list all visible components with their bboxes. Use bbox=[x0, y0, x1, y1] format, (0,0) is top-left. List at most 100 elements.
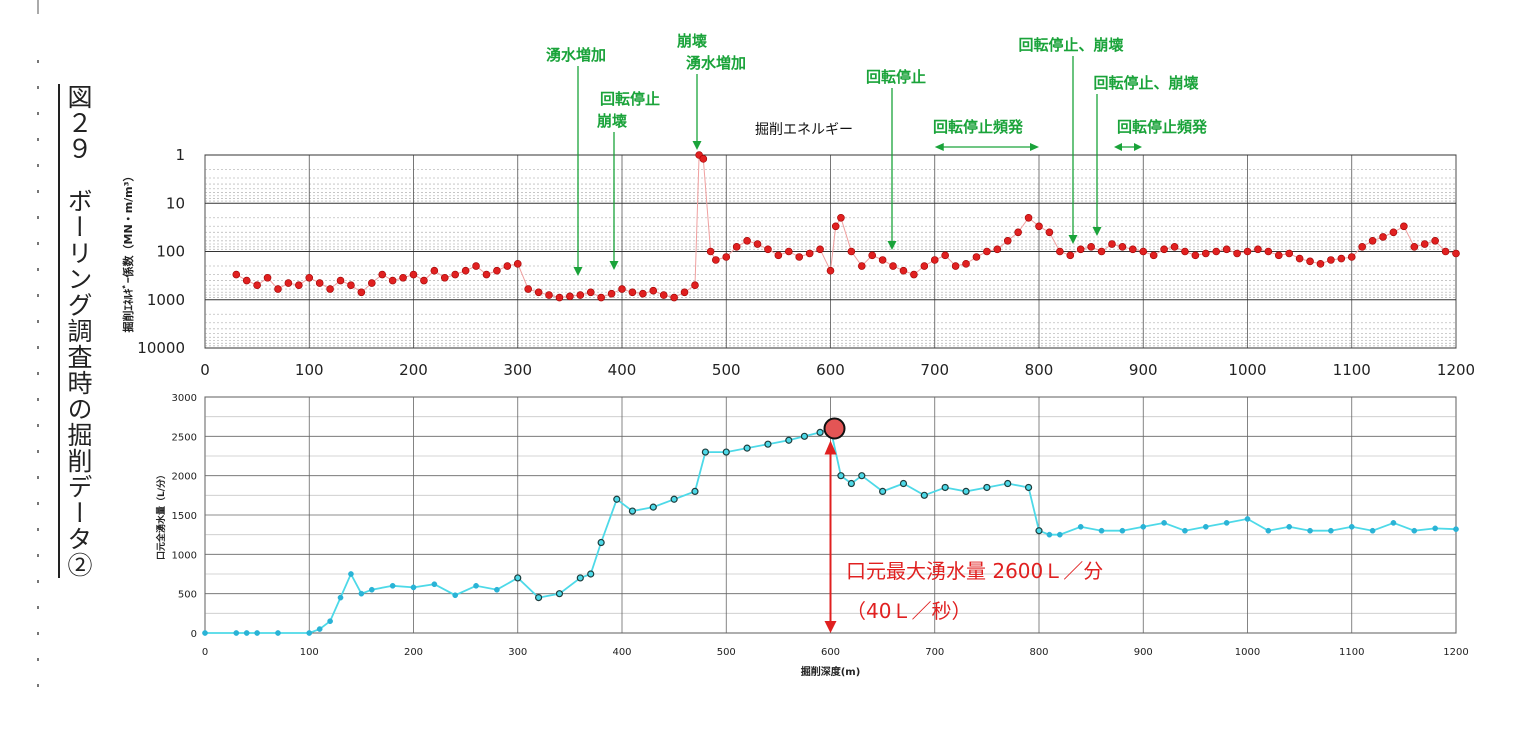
energy-point bbox=[795, 253, 804, 261]
energy-point bbox=[284, 279, 293, 287]
energy-point bbox=[816, 245, 824, 254]
water-point bbox=[348, 571, 354, 577]
energy-point bbox=[618, 285, 626, 293]
margin-dot bbox=[37, 632, 39, 635]
margin-dot bbox=[37, 398, 39, 401]
water-point bbox=[243, 630, 250, 636]
y-tick-label: 100 bbox=[156, 243, 185, 261]
energy-point bbox=[1306, 257, 1314, 266]
water-point bbox=[1390, 520, 1397, 526]
x-tick-label: 200 bbox=[399, 361, 428, 379]
x-tick-label: 900 bbox=[1134, 647, 1153, 658]
water-point bbox=[1161, 520, 1167, 526]
y-tick-label: 500 bbox=[178, 590, 197, 601]
energy-point bbox=[1014, 228, 1022, 237]
x-tick-label: 300 bbox=[508, 647, 527, 658]
energy-point bbox=[576, 291, 585, 299]
energy-point bbox=[326, 285, 334, 293]
water-point bbox=[1024, 483, 1033, 492]
x-tick-label: 1200 bbox=[1443, 647, 1468, 658]
x-tick-label: 400 bbox=[608, 361, 637, 379]
energy-point bbox=[1222, 245, 1231, 254]
water-point bbox=[1244, 516, 1251, 522]
water-point bbox=[670, 495, 678, 503]
energy-point bbox=[691, 281, 699, 290]
energy-point bbox=[1108, 240, 1116, 248]
margin-dot bbox=[37, 216, 39, 219]
energy-point bbox=[524, 285, 532, 293]
x-axis-label: 掘削深度(m) bbox=[801, 665, 861, 678]
binding-margin-marks bbox=[32, 0, 50, 740]
energy-point bbox=[1379, 233, 1387, 241]
y-tick-label: 2500 bbox=[172, 432, 197, 443]
water-point bbox=[1265, 527, 1272, 534]
water-point bbox=[494, 586, 500, 593]
energy-point bbox=[826, 266, 835, 275]
water-point bbox=[202, 630, 208, 636]
energy-point bbox=[451, 270, 460, 279]
energy-point bbox=[1202, 249, 1210, 258]
energy-point bbox=[1410, 243, 1419, 251]
water-series-line bbox=[205, 427, 1457, 634]
x-tick-label: 100 bbox=[295, 361, 324, 379]
y-tick-label: 1000 bbox=[172, 550, 197, 561]
max-flow-arrowhead bbox=[824, 440, 837, 455]
annotation-label: 崩壊 bbox=[597, 112, 627, 130]
energy-point bbox=[1264, 247, 1273, 256]
water-point bbox=[597, 538, 605, 547]
water-point bbox=[254, 630, 260, 636]
energy-chart: 0 100 200 300 400 500 600 700 800 900 1000 1100 1200… bbox=[121, 32, 1475, 379]
energy-point bbox=[722, 253, 731, 261]
x-tick-label: 500 bbox=[712, 361, 741, 379]
energy-point bbox=[295, 281, 303, 290]
margin-dot bbox=[37, 242, 39, 245]
energy-point bbox=[1118, 243, 1127, 251]
energy-point bbox=[336, 276, 345, 285]
energy-point bbox=[868, 251, 877, 260]
margin-dot bbox=[37, 424, 39, 427]
margin-dot bbox=[37, 606, 39, 609]
margin-dot bbox=[37, 502, 39, 505]
water-point bbox=[1328, 527, 1334, 534]
max-flow-marker bbox=[823, 417, 846, 440]
margin-dot bbox=[37, 476, 39, 479]
energy-point bbox=[847, 247, 856, 256]
annotation-label: 崩壊 bbox=[677, 32, 707, 50]
water-point bbox=[1348, 523, 1355, 530]
energy-point bbox=[951, 262, 960, 270]
energy-point bbox=[1441, 247, 1450, 256]
water-point bbox=[899, 479, 908, 488]
water-point bbox=[1046, 531, 1053, 538]
energy-point bbox=[1400, 222, 1408, 231]
margin-dot bbox=[37, 346, 39, 349]
water-flow-chart: 0 500 1000 1500 2000 2500 3000 0 100 200 300 400 500… bbox=[155, 393, 1469, 678]
annotation-arrowhead bbox=[573, 267, 583, 276]
water-point bbox=[1432, 525, 1439, 532]
x-tick-label: 1100 bbox=[1333, 361, 1371, 379]
water-point bbox=[576, 574, 584, 582]
margin-dot bbox=[37, 190, 39, 193]
x-tick-label: 1000 bbox=[1228, 361, 1266, 379]
water-point bbox=[1182, 527, 1188, 534]
x-tick-label: 1100 bbox=[1339, 647, 1364, 658]
energy-point bbox=[857, 262, 866, 270]
water-point bbox=[800, 432, 809, 440]
margin-dot bbox=[37, 450, 39, 453]
x-tick-label: 0 bbox=[200, 361, 210, 379]
margin-dot bbox=[37, 528, 39, 531]
energy-point bbox=[274, 285, 282, 293]
margin-dot bbox=[37, 164, 39, 167]
energy-point bbox=[920, 262, 929, 270]
y-tick-label: 10000 bbox=[137, 339, 185, 357]
water-point bbox=[1035, 527, 1043, 535]
energy-point bbox=[1358, 243, 1366, 251]
y-tick-label: 2000 bbox=[172, 472, 197, 483]
margin-dot bbox=[37, 86, 39, 89]
energy-point bbox=[493, 266, 501, 275]
energy-point bbox=[430, 266, 439, 275]
water-point bbox=[275, 630, 281, 636]
chart-title: 掘削エネルギー bbox=[755, 122, 853, 138]
water-point bbox=[327, 618, 333, 625]
annotation-arrowhead bbox=[887, 241, 897, 250]
annotation-arrowhead bbox=[1030, 143, 1039, 151]
